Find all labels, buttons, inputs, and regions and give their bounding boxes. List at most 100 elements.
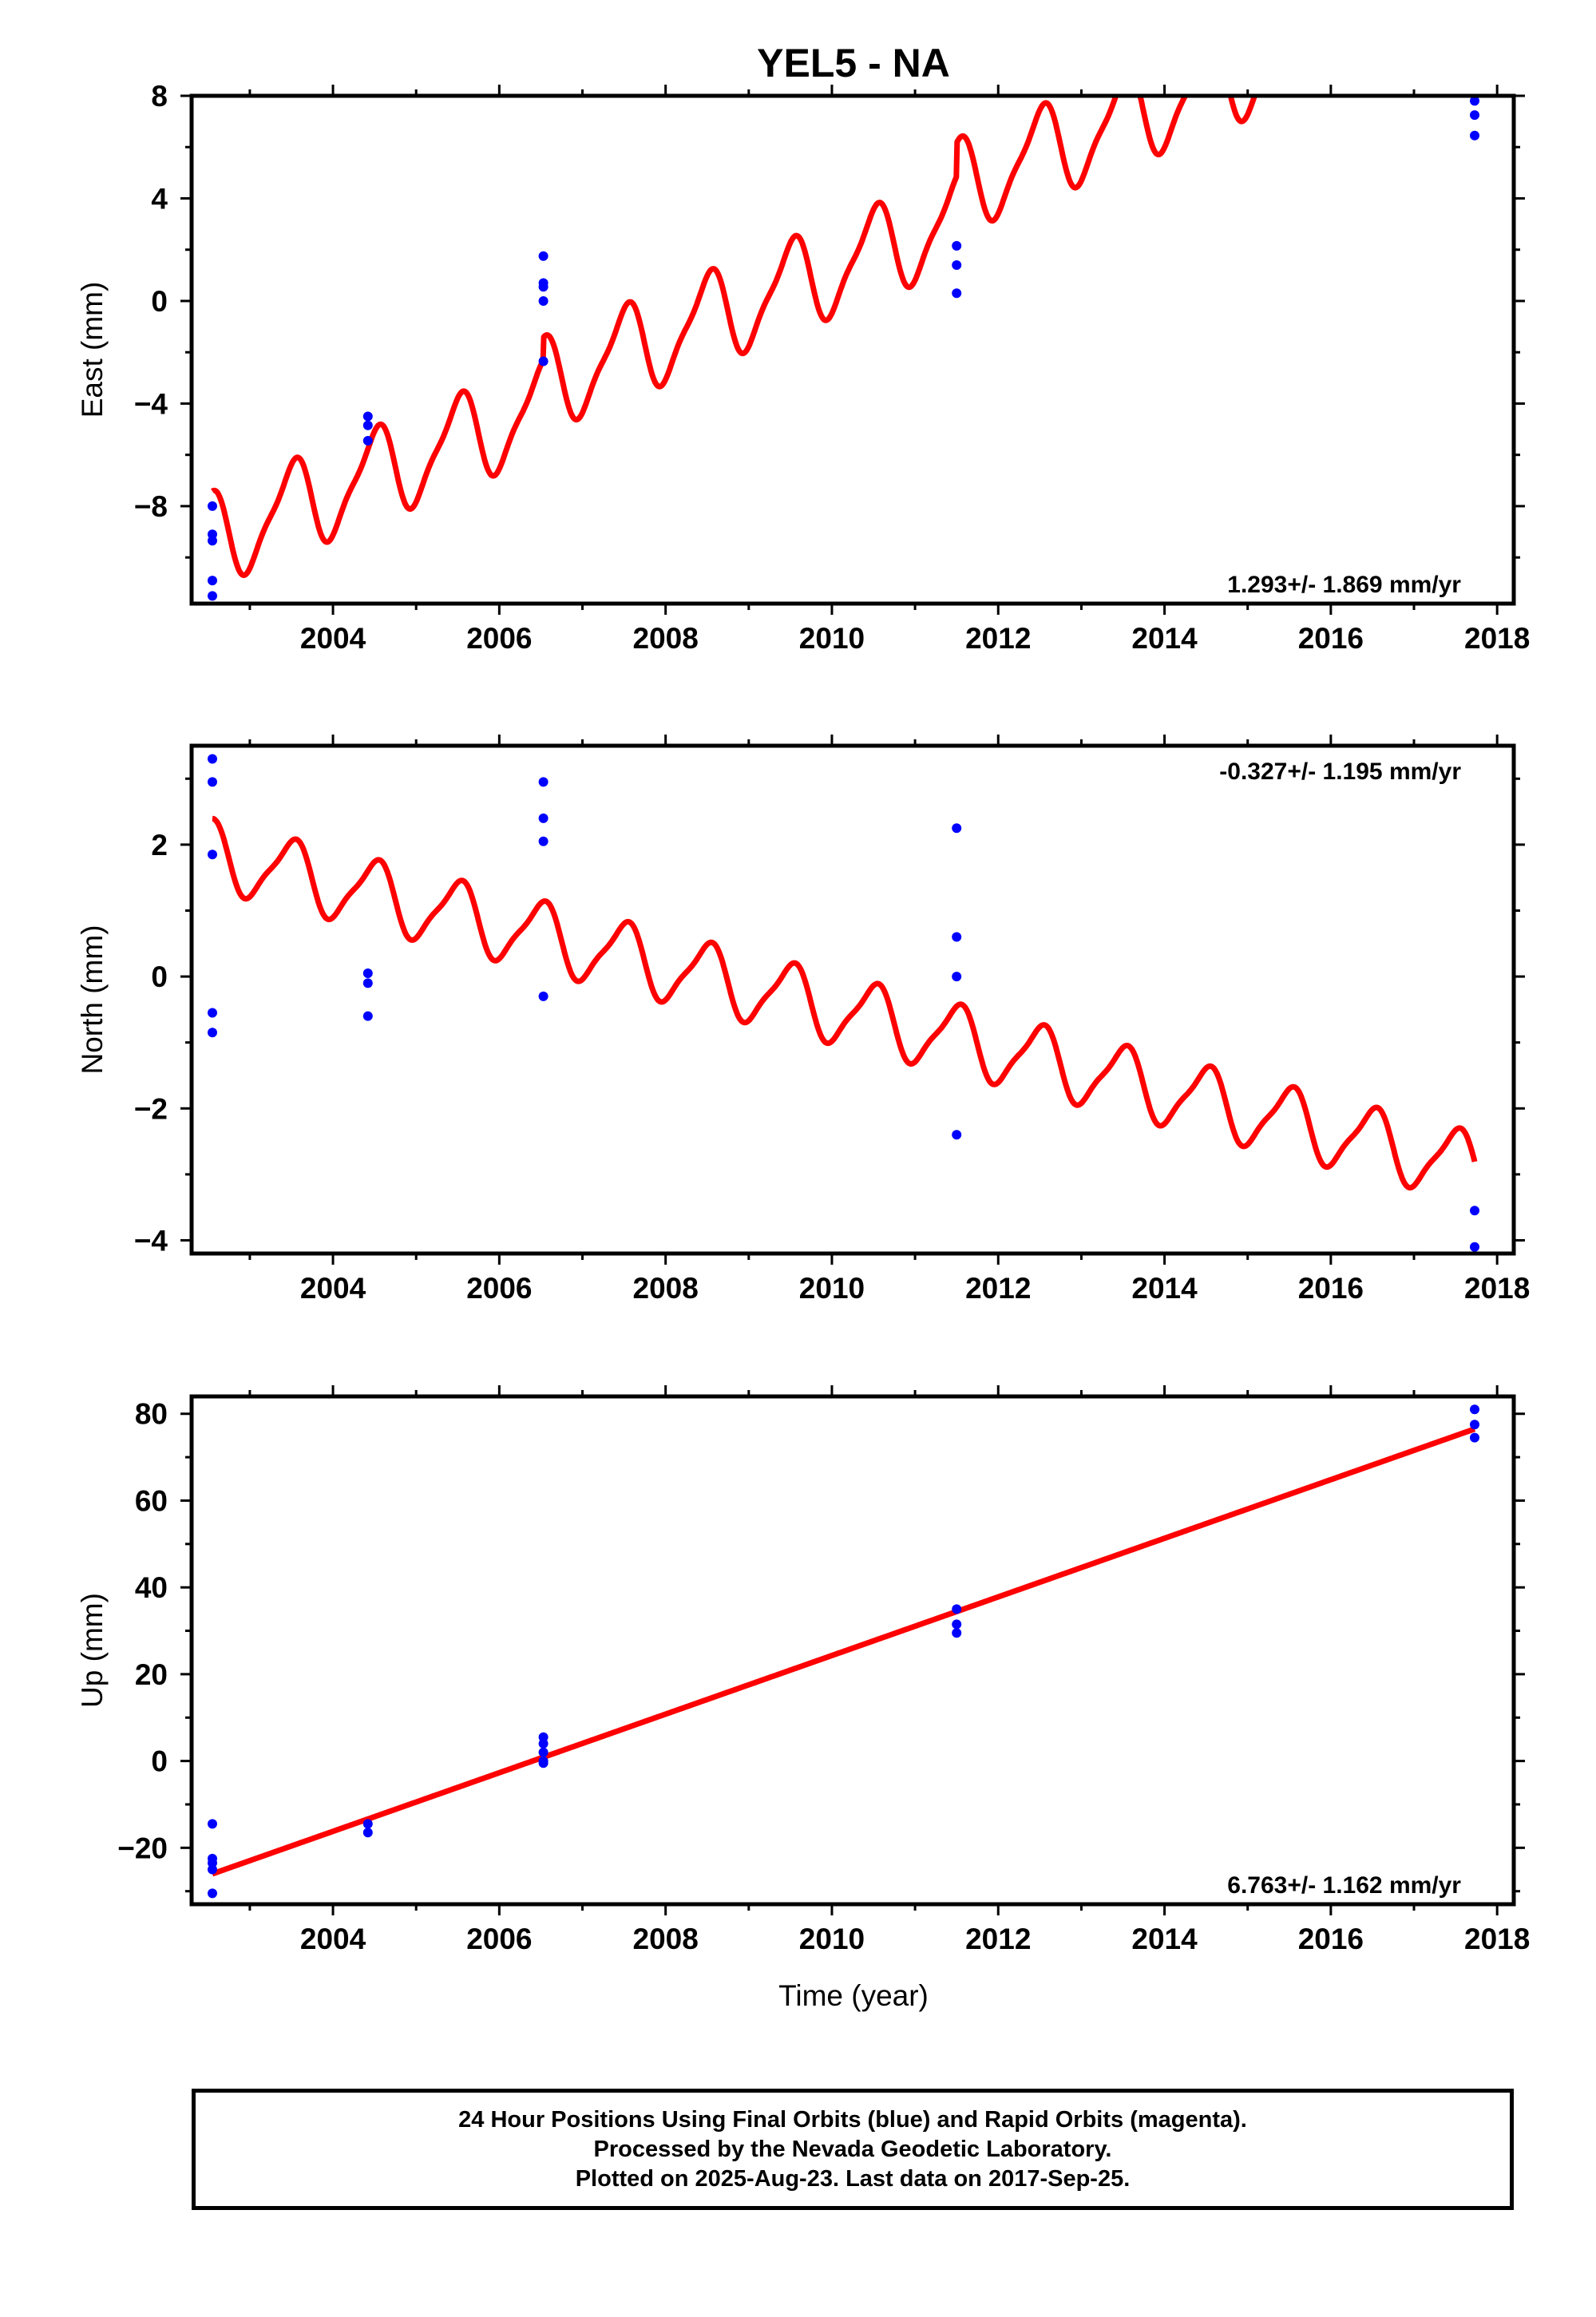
data-point [538,296,549,306]
x-tick-label: 2016 [1298,1272,1364,1305]
y-tick-label: 4 [151,182,168,215]
x-tick-label: 2012 [965,1923,1031,1955]
data-point [952,1130,962,1140]
y-axis-label-up: Up (mm) [76,1593,109,1708]
data-point [538,1747,549,1757]
data-point [952,823,962,834]
data-point [208,591,217,601]
data-point [362,411,373,422]
data-point [208,754,217,764]
data-point [538,777,549,787]
x-tick-label: 2010 [799,1272,865,1305]
data-point [208,850,217,860]
data-point [952,288,962,299]
x-tick-label: 2012 [965,622,1031,655]
data-point [538,1758,549,1768]
data-point [1470,1420,1479,1430]
data-point [1470,110,1479,121]
y-tick-label: −8 [134,490,168,523]
data-point [362,1819,373,1829]
x-tick-label: 2016 [1298,1923,1364,1955]
y-tick-label: 40 [135,1571,168,1604]
y-tick-label: 80 [135,1398,168,1431]
y-tick-label: 20 [135,1658,168,1691]
x-tick-label: 2008 [633,1923,699,1955]
data-point [538,1738,549,1749]
data-point [208,536,217,546]
panel-up: 2004 2006 2008 2010 2012 2014 2016 2018 −20 0 20 40… [76,1385,1530,1955]
data-point [952,1628,962,1638]
panel-north: 2004 2006 2008 2010 2012 2014 2016 2018 −4 −2 0 2 No… [76,735,1530,1305]
x-tick-label: 2006 [466,1923,532,1955]
x-tick-label: 2004 [300,1923,366,1955]
data-point [538,356,549,366]
y-tick-label: 8 [151,80,168,113]
plot-frame-up [189,1394,1516,1907]
chart-title: YEL5 - NA [757,41,950,85]
plot-frame-east [189,93,1516,606]
y-tick-label: 0 [151,960,168,993]
data-point [1470,96,1479,106]
panel-east: 2004 2006 2008 2010 2012 2014 2016 2018 −8 −4 0 4 8 E… [76,80,1530,655]
y-tick-label: 0 [151,285,168,318]
data-point [1470,1404,1479,1415]
model-fit-line-north [210,815,1478,1191]
caption-box: 24 Hour Positions Using Final Orbits (bl… [192,2089,1514,2210]
data-point [1470,1432,1479,1443]
data-point [538,836,549,846]
data-point [362,1828,373,1838]
x-tick-label: 2014 [1131,622,1198,655]
data-point [362,420,373,430]
data-point [362,1011,373,1021]
data-point [538,1732,549,1742]
x-tick-label: 2014 [1131,1272,1198,1305]
data-point [538,282,549,292]
x-tick-label: 2008 [633,622,699,655]
y-tick-label: 0 [151,1745,168,1778]
x-tick-label: 2008 [633,1272,699,1305]
caption-line-1: 24 Hour Positions Using Final Orbits (bl… [458,2106,1247,2133]
data-point [952,932,962,942]
rate-annotation-up: 6.763+/- 1.162 mm/yr [1227,1872,1461,1899]
data-point [208,777,217,787]
x-tick-label: 2016 [1298,622,1364,655]
caption-line-3: Plotted on 2025-Aug-23. Last data on 201… [575,2165,1131,2192]
data-point [1470,1206,1479,1216]
data-point [952,240,962,251]
y-tick-label: −2 [134,1092,168,1125]
data-point [538,991,549,1001]
data-point [208,1888,217,1899]
model-fit-line-up [210,1426,1477,1877]
y-tick-label: 60 [135,1484,168,1517]
data-point [362,978,373,988]
x-tick-label: 2010 [799,1923,865,1955]
x-axis-label: Time (year) [778,1979,929,2012]
y-axis-label-north: North (mm) [76,925,109,1074]
data-point [952,972,962,982]
y-tick-label: −20 [117,1832,168,1864]
rate-annotation-north: -0.327+/- 1.195 mm/yr [1219,758,1461,785]
data-point [362,968,373,978]
data-point [208,501,217,511]
x-tick-label: 2006 [466,1272,532,1305]
data-point [208,1028,217,1038]
x-tick-label: 2012 [965,1272,1031,1305]
data-point [208,576,217,586]
data-point [1470,130,1479,141]
y-tick-label: −4 [134,1224,168,1257]
y-tick-label: −4 [134,387,168,420]
x-tick-label: 2018 [1464,1923,1530,1955]
data-point [208,1864,217,1875]
y-axis-label-east: East (mm) [76,282,109,418]
data-point [952,1619,962,1630]
data-point [952,1604,962,1614]
data-point [538,813,549,823]
data-point [208,1819,217,1829]
data-point [1470,1242,1479,1252]
data-point [362,436,373,446]
x-tick-label: 2014 [1131,1923,1198,1955]
x-tick-label: 2006 [466,622,532,655]
x-tick-label: 2010 [799,622,865,655]
rate-annotation-east: 1.293+/- 1.869 mm/yr [1227,572,1461,598]
